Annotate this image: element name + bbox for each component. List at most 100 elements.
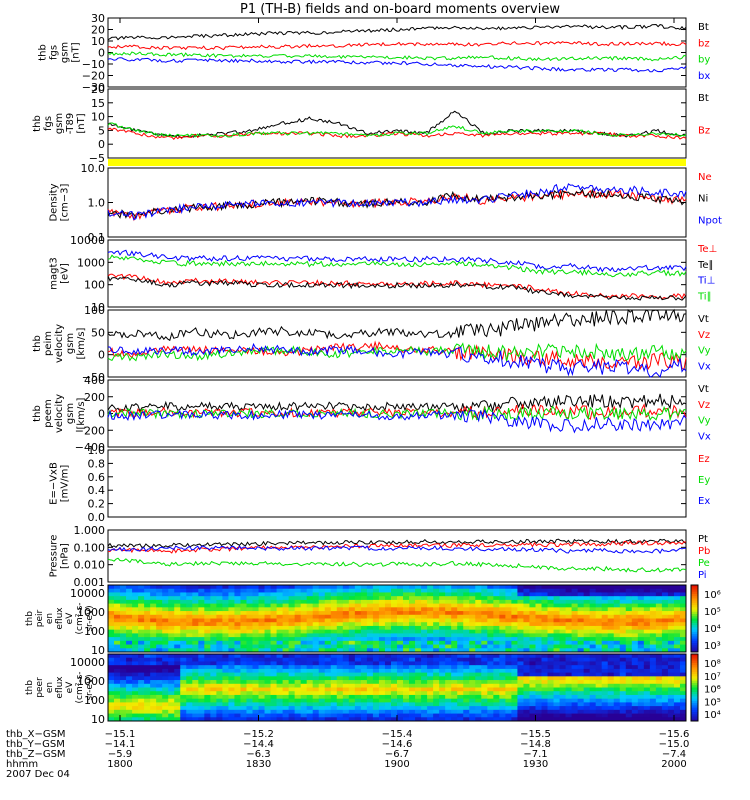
spectrogram-cell (258, 672, 265, 677)
spectrogram-cell (559, 698, 566, 703)
spectrogram-cell (144, 629, 151, 634)
spectrogram-cell (324, 637, 332, 642)
spectrogram-cell (300, 585, 308, 590)
spectrogram-cell (553, 694, 560, 700)
spectrogram-cell (607, 661, 615, 666)
colorbar-cell (691, 631, 698, 635)
spectrogram-cell (505, 633, 512, 638)
spectrogram-cell (282, 680, 290, 685)
spectrogram-cell (421, 683, 428, 688)
spectrogram-cell (589, 614, 597, 619)
spectrogram-cell (354, 687, 362, 692)
spectrogram-cell (270, 611, 277, 616)
spectrogram-cell (216, 709, 223, 714)
spectrogram-cell (571, 637, 579, 642)
spectrogram-cell (330, 691, 338, 696)
spectrogram-cell (577, 680, 585, 685)
spectrogram-cell (577, 633, 585, 638)
spectrogram-cell (481, 687, 488, 692)
spectrogram-cell (667, 672, 675, 677)
spectrogram-cell (186, 640, 193, 645)
spectrogram-cell (439, 717, 446, 722)
spectrogram-cell (360, 691, 368, 696)
spectrogram-cell (427, 676, 434, 681)
spectrogram-cell (667, 648, 675, 653)
spectrogram-cell (439, 592, 446, 597)
spectrogram-cell (288, 644, 296, 649)
spectrogram-cell (643, 709, 651, 714)
spectrogram-cell (372, 654, 380, 659)
spectrogram-cell (282, 614, 290, 619)
legend-entry: Vx (698, 361, 711, 372)
spectrogram-cell (529, 618, 536, 623)
spectrogram-cell (487, 592, 494, 597)
spectrogram-cell (138, 622, 145, 627)
spectrogram-cell (144, 672, 151, 677)
spectrogram-cell (228, 672, 235, 677)
spectrogram-cell (607, 717, 615, 722)
spectrogram-cell (210, 680, 217, 685)
spectrogram-cell (342, 698, 350, 703)
spectrogram-cell (553, 676, 560, 681)
spectrogram-cell (559, 654, 566, 659)
spectrogram-cell (649, 665, 657, 670)
y-axis-label: (cm²-s- (75, 671, 85, 703)
spectrogram-cell (499, 611, 506, 616)
spectrogram-cell (613, 607, 621, 612)
spectrogram-cell (403, 694, 410, 700)
spectrogram-cell (643, 654, 651, 659)
spectrogram-cell (469, 654, 476, 659)
spectrogram-cell (673, 657, 681, 662)
spectrogram-cell (204, 687, 211, 692)
spectrogram-cell (210, 614, 217, 619)
spectrogram-cell (403, 633, 410, 638)
spectrogram-cell (216, 661, 223, 666)
spectrogram-cell (529, 672, 536, 677)
spectrogram-cell (619, 713, 627, 718)
spectrogram-cell (559, 657, 566, 662)
spectrogram-cell (601, 592, 609, 597)
spectrogram-cell (156, 603, 163, 608)
spectrogram-cell (517, 633, 524, 638)
spectrogram-cell (180, 633, 187, 638)
spectrogram-cell (457, 611, 464, 616)
spectrogram-cell (150, 614, 157, 619)
spectrogram-cell (282, 629, 290, 634)
spectrogram-cell (192, 706, 199, 711)
spectrogram-cell (463, 592, 470, 597)
spectrogram-cell (469, 640, 476, 645)
spectrogram-cell (583, 603, 591, 608)
spectrogram-cell (330, 680, 338, 685)
spectrogram-cell (204, 592, 211, 597)
spectrogram-cell (318, 592, 326, 597)
spectrogram-cell (673, 661, 681, 666)
y-axis-label: sr-eV) (85, 605, 95, 631)
spectrogram-cell (186, 629, 193, 634)
spectrogram-cell (631, 585, 639, 590)
colorbar-cell (691, 596, 698, 599)
spectrogram-cell (204, 680, 211, 685)
spectrogram-cell (601, 661, 609, 666)
spectrogram-cell (186, 683, 193, 688)
spectrogram-cell (517, 706, 524, 711)
spectrogram-cell (403, 592, 410, 597)
spectrogram-cell (571, 611, 579, 616)
spectrogram-cell (445, 603, 452, 608)
spectrogram-cell (264, 588, 271, 593)
spectrogram-cell (463, 665, 470, 670)
spectrogram-cell (517, 698, 524, 703)
spectrogram-cell (403, 654, 410, 659)
spectrogram-cell (565, 618, 572, 623)
spectrogram-cell (366, 672, 374, 677)
spectrogram-cell (463, 687, 470, 692)
spectrogram-cell (493, 614, 500, 619)
spectrogram-cell (577, 683, 585, 688)
spectrogram-cell (637, 585, 645, 590)
spectrogram-cell (270, 683, 277, 688)
spectrogram-cell (372, 676, 380, 681)
spectrogram-cell (493, 676, 500, 681)
spectrogram-cell (673, 633, 681, 638)
spectrogram-cell (523, 622, 530, 627)
spectrogram-cell (132, 648, 139, 653)
spectrogram-cell (649, 607, 657, 612)
